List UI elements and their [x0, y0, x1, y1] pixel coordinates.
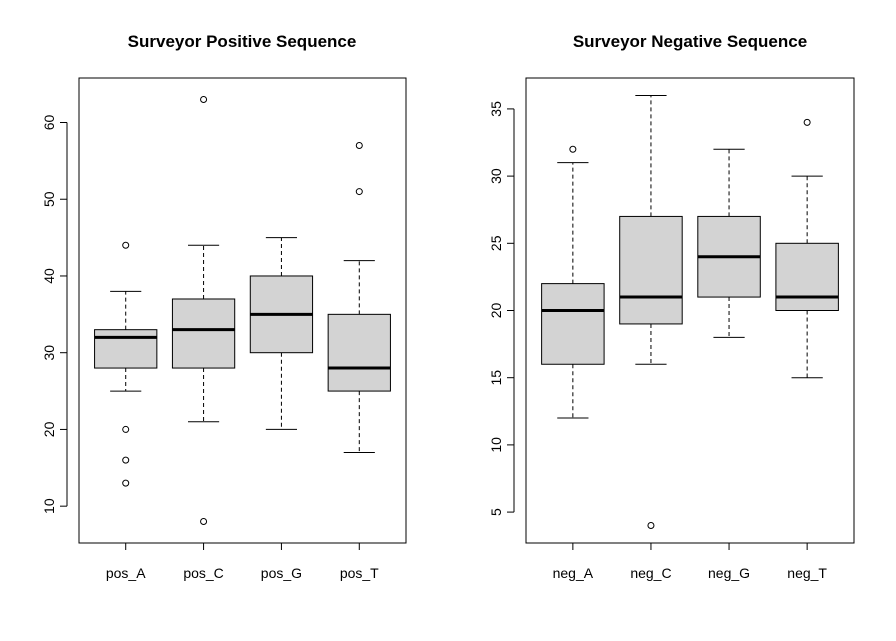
box-pos_G — [249, 237, 314, 430]
x-tick-label: pos_A — [106, 565, 146, 581]
box-iqr — [619, 215, 683, 325]
box-iqr — [171, 298, 236, 369]
y-tick-label: 5 — [488, 508, 504, 516]
outlier-point — [122, 241, 130, 249]
x-tick-label: neg_A — [553, 565, 594, 581]
outlier-point — [569, 145, 577, 153]
x-tick-label: pos_G — [261, 565, 302, 581]
y-tick-label: 35 — [488, 101, 504, 117]
outlier-point — [647, 522, 655, 530]
y-tick-label: 10 — [488, 437, 504, 453]
outlier-point — [122, 425, 130, 433]
box-neg_G — [697, 148, 761, 338]
box-pos_T — [327, 142, 391, 453]
x-tick-label: pos_T — [340, 565, 379, 581]
box-pos_C — [171, 95, 236, 526]
box-iqr — [541, 283, 605, 365]
x-tick-label: neg_G — [708, 565, 750, 581]
outlier-point — [122, 456, 130, 464]
x-tick-label: neg_C — [630, 565, 671, 581]
box-neg_T — [775, 118, 839, 379]
box-iqr — [775, 242, 839, 311]
box-neg_C — [619, 94, 683, 530]
outlier-point — [200, 95, 208, 103]
x-tick-label: neg_T — [787, 565, 827, 581]
box-neg_A — [541, 145, 605, 419]
chart-title-positive: Surveyor Positive Sequence — [128, 32, 357, 51]
y-tick-label: 30 — [41, 345, 57, 361]
y-tick-label: 40 — [41, 268, 57, 284]
y-tick-label: 20 — [488, 303, 504, 319]
y-tick-label: 25 — [488, 235, 504, 251]
box-pos_A — [94, 241, 158, 487]
y-tick-label: 15 — [488, 370, 504, 386]
y-tick-label: 30 — [488, 168, 504, 184]
panel-negative: Surveyor Negative Sequence 5 10 15 20 25 30 35… — [488, 32, 855, 581]
x-tick-label: pos_C — [183, 565, 223, 581]
outlier-point — [355, 188, 363, 196]
outlier-point — [355, 142, 363, 150]
y-tick-label: 60 — [41, 115, 57, 131]
y-tick-label: 50 — [41, 191, 57, 207]
box-iqr — [327, 313, 391, 392]
panel-positive: Surveyor Positive Sequence 10 20 30 40 50 60 p… — [41, 32, 407, 581]
y-tick-label: 10 — [41, 498, 57, 514]
box-iqr — [94, 329, 158, 369]
y-tick-label: 20 — [41, 421, 57, 437]
outlier-point — [200, 518, 208, 526]
outlier-point — [803, 118, 811, 126]
outlier-point — [122, 479, 130, 487]
chart-title-negative: Surveyor Negative Sequence — [573, 32, 807, 51]
